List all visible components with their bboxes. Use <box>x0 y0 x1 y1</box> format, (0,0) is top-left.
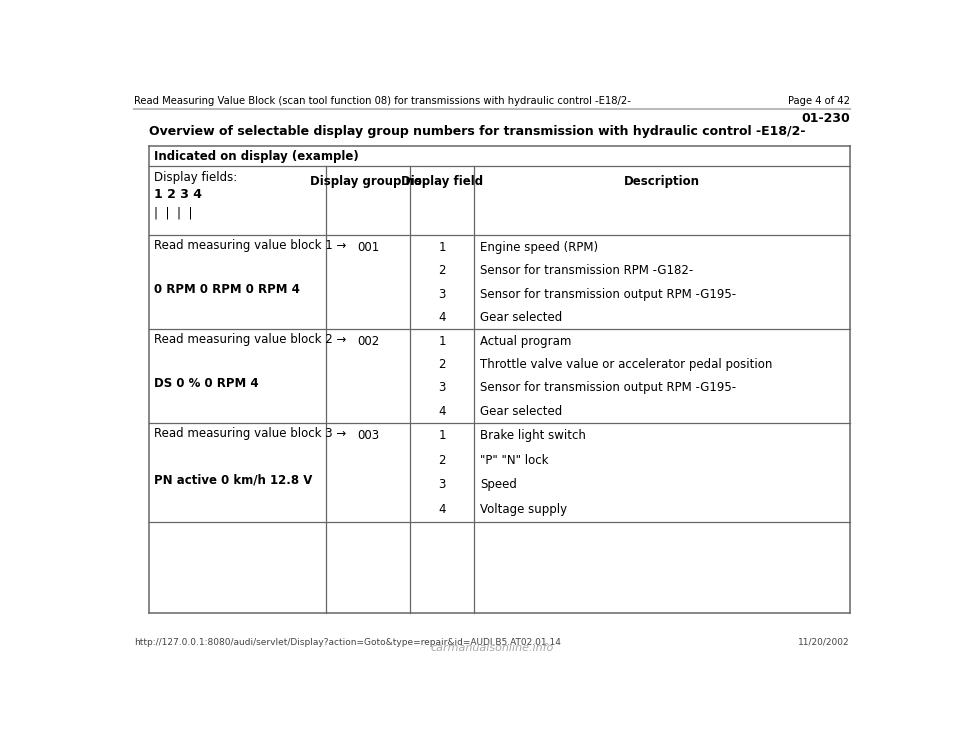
Text: "P" "N" lock: "P" "N" lock <box>480 453 549 467</box>
Text: http://127.0.0.1:8080/audi/servlet/Display?action=Goto&type=repair&id=AUDI.B5.AT: http://127.0.0.1:8080/audi/servlet/Displ… <box>134 637 561 646</box>
Text: Speed: Speed <box>480 479 517 491</box>
Text: Sensor for transmission output RPM -G195-: Sensor for transmission output RPM -G195… <box>480 381 736 395</box>
Text: 11/20/2002: 11/20/2002 <box>799 637 850 646</box>
Text: 4: 4 <box>439 405 445 418</box>
Text: Display group no.: Display group no. <box>310 175 426 188</box>
Text: 003: 003 <box>357 429 379 442</box>
Text: Sensor for transmission RPM -G182-: Sensor for transmission RPM -G182- <box>480 264 694 277</box>
Text: 001: 001 <box>357 240 379 254</box>
Text: Display fields:: Display fields: <box>155 171 237 184</box>
Text: Engine speed (RPM): Engine speed (RPM) <box>480 240 598 254</box>
Text: 2: 2 <box>439 453 445 467</box>
Text: 2: 2 <box>439 264 445 277</box>
Text: Gear selected: Gear selected <box>480 405 563 418</box>
Text: Voltage supply: Voltage supply <box>480 503 567 516</box>
Text: 1: 1 <box>439 240 445 254</box>
Text: Read measuring value block 1 →: Read measuring value block 1 → <box>155 239 347 252</box>
Text: 3: 3 <box>439 288 445 301</box>
Text: Read Measuring Value Block (scan tool function 08) for transmissions with hydrau: Read Measuring Value Block (scan tool fu… <box>134 96 631 106</box>
Text: PN active 0 km/h 12.8 V: PN active 0 km/h 12.8 V <box>155 474 312 487</box>
Text: |  |  |  |: | | | | <box>155 206 193 219</box>
Text: Display field: Display field <box>401 175 483 188</box>
Text: Description: Description <box>624 175 700 188</box>
Text: 3: 3 <box>439 479 445 491</box>
Text: DS 0 % 0 RPM 4: DS 0 % 0 RPM 4 <box>155 377 259 390</box>
Text: 1: 1 <box>439 335 445 347</box>
Text: Indicated on display (example): Indicated on display (example) <box>155 150 359 162</box>
Text: 1 2 3 4: 1 2 3 4 <box>155 188 203 200</box>
Text: 01-230: 01-230 <box>802 112 850 125</box>
Text: Actual program: Actual program <box>480 335 572 347</box>
Text: carmanualsonline.info: carmanualsonline.info <box>430 643 554 653</box>
Text: Sensor for transmission output RPM -G195-: Sensor for transmission output RPM -G195… <box>480 288 736 301</box>
Text: 4: 4 <box>439 503 445 516</box>
Text: Throttle valve value or accelerator pedal position: Throttle valve value or accelerator peda… <box>480 358 773 371</box>
Text: Read measuring value block 2 →: Read measuring value block 2 → <box>155 333 347 346</box>
Text: 002: 002 <box>357 335 379 347</box>
Text: 3: 3 <box>439 381 445 395</box>
Text: Gear selected: Gear selected <box>480 311 563 324</box>
Text: Brake light switch: Brake light switch <box>480 429 587 442</box>
Text: Overview of selectable display group numbers for transmission with hydraulic con: Overview of selectable display group num… <box>150 125 806 138</box>
Text: 4: 4 <box>439 311 445 324</box>
Text: Page 4 of 42: Page 4 of 42 <box>788 96 850 106</box>
Text: Read measuring value block 3 →: Read measuring value block 3 → <box>155 427 347 440</box>
Text: 1: 1 <box>439 429 445 442</box>
Text: 0 RPM 0 RPM 0 RPM 4: 0 RPM 0 RPM 0 RPM 4 <box>155 283 300 296</box>
Text: 2: 2 <box>439 358 445 371</box>
